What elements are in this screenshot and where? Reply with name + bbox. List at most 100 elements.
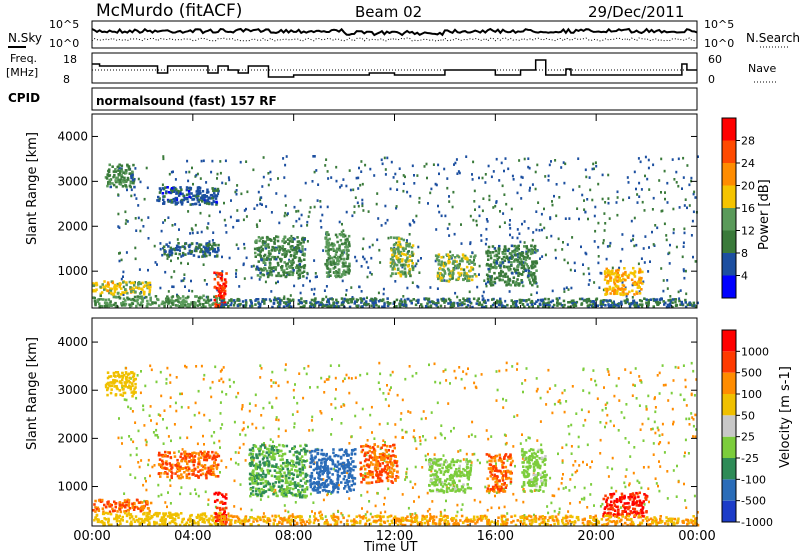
echo-cell (460, 257, 464, 261)
echo-cell (102, 298, 105, 301)
echo-cell (321, 303, 325, 306)
echo-cell (216, 498, 219, 502)
scatter-cell (197, 389, 200, 393)
scatter-cell (147, 237, 150, 240)
echo-cell (667, 299, 670, 302)
scatter-cell (509, 482, 512, 485)
scatter-cell (134, 167, 137, 170)
echo-cell (291, 258, 295, 261)
scatter-cell (658, 392, 661, 395)
scatter-cell (282, 157, 285, 160)
scatter-cell (297, 209, 300, 213)
scatter-cell (134, 476, 137, 480)
echo-cell (615, 303, 618, 307)
echo-cell (641, 282, 644, 285)
scatter-cell (136, 374, 139, 377)
scatter-cell (157, 436, 160, 439)
echo-cell (101, 507, 105, 510)
echo-cell (328, 268, 332, 271)
scatter-cell (586, 198, 589, 201)
scatter-cell (641, 422, 644, 426)
echo-cell (282, 273, 286, 277)
scatter-cell (433, 453, 436, 456)
echo-cell (502, 255, 506, 259)
echo-cell (298, 264, 301, 268)
echo-cell (103, 304, 107, 308)
echo-cell (302, 270, 306, 273)
scatter-cell (573, 485, 576, 489)
echo-cell (435, 304, 438, 307)
scatter-cell (683, 231, 686, 235)
scatter-cell (228, 256, 231, 260)
nsky-label: N.Sky (8, 31, 42, 45)
echo-cell (163, 304, 166, 308)
echo-cell (527, 270, 531, 273)
noise-panel-frame (91, 20, 698, 49)
scatter-cell (448, 222, 451, 226)
scatter-cell (529, 186, 531, 190)
echo-cell (407, 260, 410, 263)
echo-cell (171, 466, 174, 469)
echo-cell (220, 289, 224, 292)
scatter-cell (516, 236, 519, 240)
scatter-cell (668, 262, 671, 265)
echo-cell (520, 253, 523, 256)
echo-cell (297, 266, 300, 270)
scatter-cell (165, 377, 168, 381)
scatter-cell (125, 251, 128, 254)
scatter-cell (236, 184, 239, 187)
scatter-cell (343, 404, 346, 407)
echo-cell (203, 512, 207, 515)
scatter-cell (366, 372, 369, 376)
echo-cell (131, 176, 135, 179)
scatter-cell (262, 156, 265, 159)
echo-cell (93, 296, 96, 300)
scatter-cell (633, 170, 636, 174)
echo-cell (440, 262, 443, 266)
scatter-cell (149, 364, 152, 368)
scatter-cell (646, 177, 649, 181)
echo-cell (327, 244, 330, 247)
scatter-cell (171, 285, 174, 288)
scatter-cell (343, 377, 346, 380)
echo-cell (255, 268, 258, 271)
scatter-cell (210, 395, 213, 399)
echo-cell (328, 257, 332, 260)
echo-cell (119, 183, 122, 186)
echo-cell (256, 274, 260, 277)
y-tick-label: 4000 (57, 129, 88, 143)
echo-cell (108, 303, 111, 306)
echo-cell (210, 514, 213, 518)
scatter-cell (547, 368, 550, 372)
echo-cell (303, 264, 307, 267)
echo-cell (269, 299, 272, 303)
scatter-cell (694, 435, 697, 438)
echo-cell (210, 467, 213, 471)
echo-cell (613, 282, 617, 286)
echo-cell (178, 523, 182, 527)
scatter-cell (461, 503, 464, 506)
echo-cell (267, 273, 270, 277)
echo-cell (293, 251, 296, 255)
scatter-cell (402, 295, 405, 298)
echo-cell (329, 274, 332, 277)
echo-cell (203, 455, 206, 459)
echo-cell (117, 291, 120, 295)
echo-cell (399, 254, 403, 257)
echo-cell (516, 247, 519, 250)
scatter-cell (162, 418, 164, 421)
echo-cell (118, 501, 122, 504)
echo-cell (386, 297, 389, 300)
scatter-cell (361, 407, 364, 411)
echo-cell (258, 239, 261, 243)
echo-cell (162, 515, 166, 519)
scatter-cell (647, 270, 650, 273)
echo-cell (458, 264, 461, 267)
echo-cell (428, 300, 431, 304)
echo-cell (510, 261, 513, 264)
echo-cell (512, 276, 516, 279)
scatter-cell (681, 187, 683, 190)
echo-cell (292, 248, 296, 251)
echo-cell (115, 304, 118, 308)
scatter-cell (649, 260, 651, 263)
